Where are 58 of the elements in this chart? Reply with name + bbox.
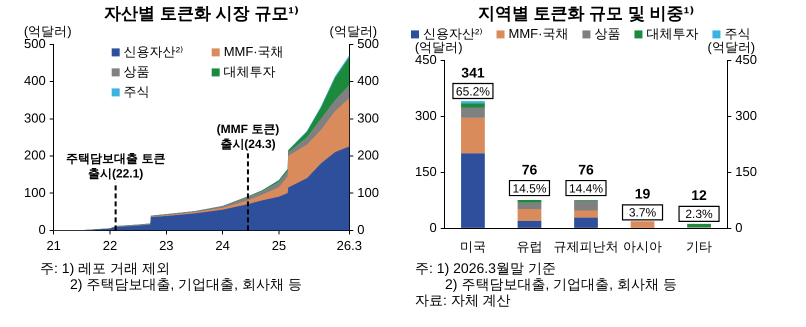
y2-tick-label: 200: [357, 148, 380, 163]
x-tick-label: 유럽: [516, 238, 542, 254]
total-label: 19: [634, 186, 651, 202]
y-tick-label: 0: [429, 220, 437, 235]
annotation: 14.5%: [512, 181, 547, 196]
text: 자료: 자체 계산: [415, 292, 512, 308]
legend-label: 신용자산²⁾: [124, 44, 184, 59]
x-tick-label: 22: [102, 238, 118, 253]
total-label: 12: [691, 187, 708, 204]
y2-tick-label: 0: [735, 220, 743, 235]
text: 2) 주택담보대출, 기업대출, 회사채 등: [444, 276, 677, 292]
annotation: 14.4%: [568, 181, 604, 196]
chart-title: 지역별 토큰화 규모 및 비중¹⁾: [478, 4, 694, 23]
total-label: 76: [522, 161, 538, 178]
total-label: 76: [578, 161, 594, 178]
legend-label: 주식: [124, 84, 150, 99]
x-tick-label: 25: [272, 238, 286, 253]
x-tick-label: 아시아: [623, 238, 662, 254]
legend-label: 대체투자: [224, 64, 276, 79]
legend-label: 신용자산²⁾: [423, 26, 483, 41]
annotation: 3.7%: [628, 206, 657, 220]
y2-tick-label: 100: [357, 184, 380, 200]
total-label: 341: [461, 64, 485, 80]
x-tick-label: 23: [159, 238, 174, 253]
y-tick-label: 300: [24, 110, 46, 126]
x-tick-label: 21: [46, 238, 61, 253]
legend-label: 상품: [594, 26, 620, 41]
y-tick-label: 0: [38, 222, 46, 237]
annotation: 65.2%: [456, 84, 490, 98]
chart-title: 자산별 토큰화 시장 규모¹⁾: [104, 4, 299, 23]
ref-line-label: 주택담보대출 토큰 출시(22.1): [66, 152, 166, 181]
legend-label: 주식: [724, 26, 750, 41]
x-tick-label: 미국: [460, 238, 486, 254]
legend-label: 대체투자: [646, 26, 698, 41]
y-tick-label: 150: [414, 164, 437, 179]
x-tick-label: 24: [215, 238, 230, 253]
text: 2) 주택담보대출, 기업대출, 회사채 등: [69, 276, 302, 292]
y2-tick-label: 150: [735, 164, 758, 179]
legend-label: 상품: [124, 64, 150, 79]
y2-tick-label: 400: [357, 73, 380, 88]
y2-tick-label: 0: [357, 222, 365, 237]
x-tick-label: 규제피난처: [554, 238, 618, 254]
y2-axis-title: (억달러): [329, 23, 378, 38]
text: 주: 1) 레포 거래 제외: [40, 260, 171, 276]
x-tick-label: 기타: [686, 238, 712, 254]
y-tick-label: 400: [24, 73, 46, 88]
legend-label: MMF·국채: [508, 26, 568, 41]
x-tick-label: 26.3: [336, 238, 362, 253]
y2-tick-label: 300: [357, 110, 380, 126]
y2-tick-label: 300: [735, 108, 758, 123]
y-tick-label: 100: [24, 184, 46, 200]
text: 주: 1) 2026.3월말 기준: [415, 260, 557, 276]
y-tick-label: 300: [414, 108, 437, 123]
annotation: 2.3%: [685, 207, 714, 222]
y-tick-label: 200: [24, 148, 46, 163]
legend-label: MMF·국채: [224, 44, 284, 59]
y2-axis-title: (억달러): [707, 39, 756, 54]
ref-line-label: (MMF 토큰) 출시(24.3): [216, 122, 280, 151]
